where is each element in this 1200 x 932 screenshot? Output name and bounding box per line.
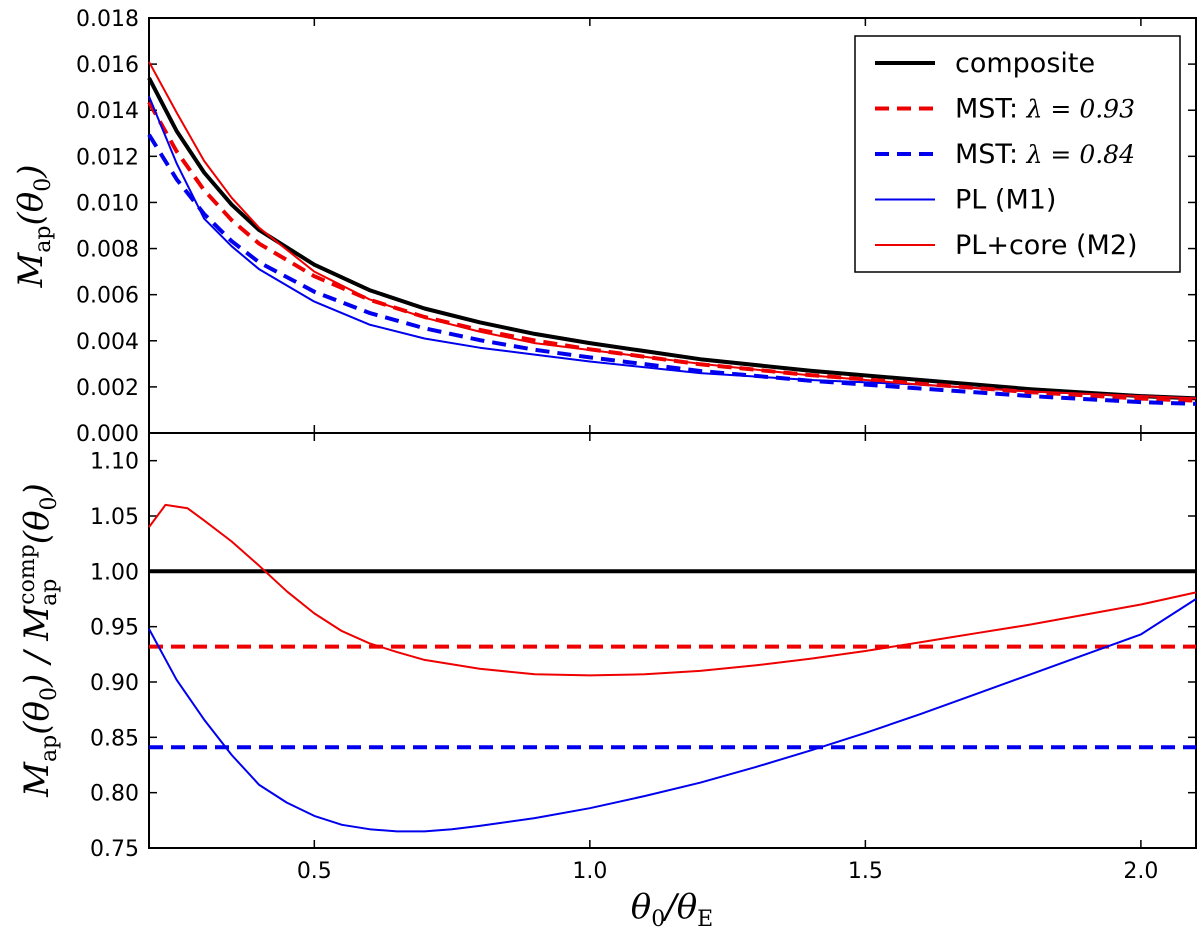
ytick-label: 0.008 <box>76 238 139 263</box>
ytick-label: 0.004 <box>76 330 139 355</box>
bottom-ylabel-text: Map(θ0) / Mapcomp(θ0) <box>15 483 62 798</box>
bottom-ticks: 0.75 0.80 0.85 0.90 0.95 1.00 1.05 1.10 0.5 1.0 1.… <box>90 433 1196 884</box>
ytick-label: 0.002 <box>76 376 139 401</box>
top-ylabel: Map(θ0) <box>11 164 56 288</box>
legend-label-pl-core-m2: PL+core (M2) <box>955 230 1138 261</box>
ytick-label: 0.75 <box>90 837 139 862</box>
ytick-label: 0.010 <box>76 191 139 216</box>
top-ylabel-text: Map(θ0) <box>11 164 56 288</box>
series-pl-m1-ratio <box>148 598 1197 833</box>
series-mst-084 <box>147 133 1197 406</box>
ytick-label: 0.85 <box>90 726 139 751</box>
ytick-label: 0.000 <box>76 422 139 447</box>
bottom-ylabel: Map(θ0) / Mapcomp(θ0) <box>15 483 62 798</box>
series-pl-core-m2-ratio <box>148 503 1197 677</box>
legend-label-pl-m1: PL (M1) <box>955 185 1056 216</box>
top-series-group <box>147 61 1197 406</box>
top-ticks: 0.000 0.002 0.004 0.006 0.008 0.010 0.012 0.014… <box>76 7 1196 447</box>
xtick-label: 1.5 <box>848 859 883 884</box>
ytick-label: 1.00 <box>90 560 139 585</box>
bottom-series-group <box>148 503 1197 833</box>
xtick-label: 2.0 <box>1123 859 1158 884</box>
series-composite <box>147 76 1197 401</box>
ytick-label: 0.014 <box>76 99 139 124</box>
ytick-label: 0.006 <box>76 284 139 309</box>
ytick-label: 1.05 <box>90 505 139 530</box>
legend-label-composite: composite <box>955 48 1095 79</box>
ytick-label: 0.012 <box>76 145 139 170</box>
xtick-label: 1.0 <box>572 859 607 884</box>
xlabel: θ0/θE <box>631 887 713 932</box>
legend-label-mst-084: MST: λ = 0.84 <box>955 139 1135 170</box>
bottom-panel: 0.75 0.80 0.85 0.90 0.95 1.00 1.05 1.10 0.5 1.0 1.… <box>15 432 1197 932</box>
ytick-label: 0.018 <box>76 7 139 32</box>
series-pl-core-m2 <box>148 61 1197 400</box>
ytick-label: 1.10 <box>90 450 139 475</box>
legend-label-mst-093: MST: λ = 0.93 <box>955 94 1135 125</box>
series-mst-093 <box>147 101 1197 403</box>
top-panel: 0.000 0.002 0.004 0.006 0.008 0.010 0.012 0.014… <box>11 7 1197 447</box>
ytick-label: 0.016 <box>76 53 139 78</box>
ytick-label: 0.90 <box>90 671 139 696</box>
xtick-label: 0.5 <box>297 859 332 884</box>
legend: composite MST: λ = 0.93 MST: λ = 0.84 PL (M… <box>854 35 1181 273</box>
bottom-plot-frame <box>148 432 1197 849</box>
ytick-label: 0.95 <box>90 616 139 641</box>
xlabel-text: θ0/θE <box>631 887 713 932</box>
ytick-label: 0.80 <box>90 782 139 807</box>
